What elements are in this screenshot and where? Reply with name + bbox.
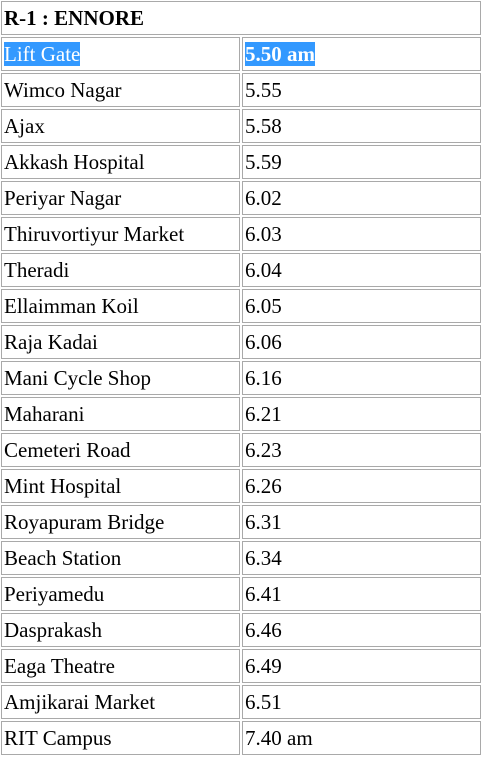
stop-name: Akkash Hospital <box>1 145 240 179</box>
stop-time: 6.21 <box>242 397 481 431</box>
stop-name: Eaga Theatre <box>1 649 240 683</box>
stop-name: Periyar Nagar <box>1 181 240 215</box>
stop-name: Amjikarai Market <box>1 685 240 719</box>
stop-time: 6.26 <box>242 469 481 503</box>
stop-name: Mani Cycle Shop <box>1 361 240 395</box>
stop-name: Cemeteri Road <box>1 433 240 467</box>
stop-time: 5.58 <box>242 109 481 143</box>
stop-name: Mint Hospital <box>1 469 240 503</box>
stop-time: 6.41 <box>242 577 481 611</box>
table-row: Eaga Theatre 6.49 <box>1 649 481 683</box>
table-row: Periyar Nagar 6.02 <box>1 181 481 215</box>
stop-time: 6.02 <box>242 181 481 215</box>
stop-time: 5.59 <box>242 145 481 179</box>
stop-name: Theradi <box>1 253 240 287</box>
table-row: Thiruvortiyur Market 6.03 <box>1 217 481 251</box>
stop-name: Raja Kadai <box>1 325 240 359</box>
stop-time: 6.16 <box>242 361 481 395</box>
table-row: Wimco Nagar 5.55 <box>1 73 481 107</box>
stop-time: 5.50 am <box>245 42 315 66</box>
table-row: Amjikarai Market 6.51 <box>1 685 481 719</box>
table-row: Raja Kadai 6.06 <box>1 325 481 359</box>
table-row: RIT Campus 7.40 am <box>1 721 481 755</box>
table-row: Lift Gate 5.50 am <box>1 37 481 71</box>
stop-name: Lift Gate <box>4 42 81 66</box>
stop-time: 6.05 <box>242 289 481 323</box>
stop-name: Maharani <box>1 397 240 431</box>
stop-time: 6.23 <box>242 433 481 467</box>
table-row: Ellaimman Koil 6.05 <box>1 289 481 323</box>
stop-time: 6.04 <box>242 253 481 287</box>
stop-time: 6.06 <box>242 325 481 359</box>
stop-name: Ellaimman Koil <box>1 289 240 323</box>
route-title-row: R-1 : ENNORE <box>1 1 481 35</box>
stop-time: 6.49 <box>242 649 481 683</box>
stop-name: Dasprakash <box>1 613 240 647</box>
stop-time: 6.34 <box>242 541 481 575</box>
table-row: Mint Hospital 6.26 <box>1 469 481 503</box>
table-row: Beach Station 6.34 <box>1 541 481 575</box>
table-row: Akkash Hospital 5.59 <box>1 145 481 179</box>
stop-time: 5.55 <box>242 73 481 107</box>
stop-name: RIT Campus <box>1 721 240 755</box>
stop-name: Wimco Nagar <box>1 73 240 107</box>
stop-name: Ajax <box>1 109 240 143</box>
route-title: R-1 : ENNORE <box>1 1 481 35</box>
stop-time: 6.03 <box>242 217 481 251</box>
stop-time: 6.51 <box>242 685 481 719</box>
stop-name: Thiruvortiyur Market <box>1 217 240 251</box>
table-row: Dasprakash 6.46 <box>1 613 481 647</box>
table-row: Periyamedu 6.41 <box>1 577 481 611</box>
table-row: Maharani 6.21 <box>1 397 481 431</box>
stop-name-cell: Lift Gate <box>1 37 240 71</box>
stop-time-cell: 5.50 am <box>242 37 481 71</box>
table-row: Cemeteri Road 6.23 <box>1 433 481 467</box>
table-row: Mani Cycle Shop 6.16 <box>1 361 481 395</box>
stop-time: 6.31 <box>242 505 481 539</box>
stop-name: Beach Station <box>1 541 240 575</box>
stop-name: Royapuram Bridge <box>1 505 240 539</box>
table-row: Theradi 6.04 <box>1 253 481 287</box>
stop-name: Periyamedu <box>1 577 240 611</box>
stop-time: 7.40 am <box>242 721 481 755</box>
table-row: Ajax 5.58 <box>1 109 481 143</box>
stop-time: 6.46 <box>242 613 481 647</box>
table-row: Royapuram Bridge 6.31 <box>1 505 481 539</box>
